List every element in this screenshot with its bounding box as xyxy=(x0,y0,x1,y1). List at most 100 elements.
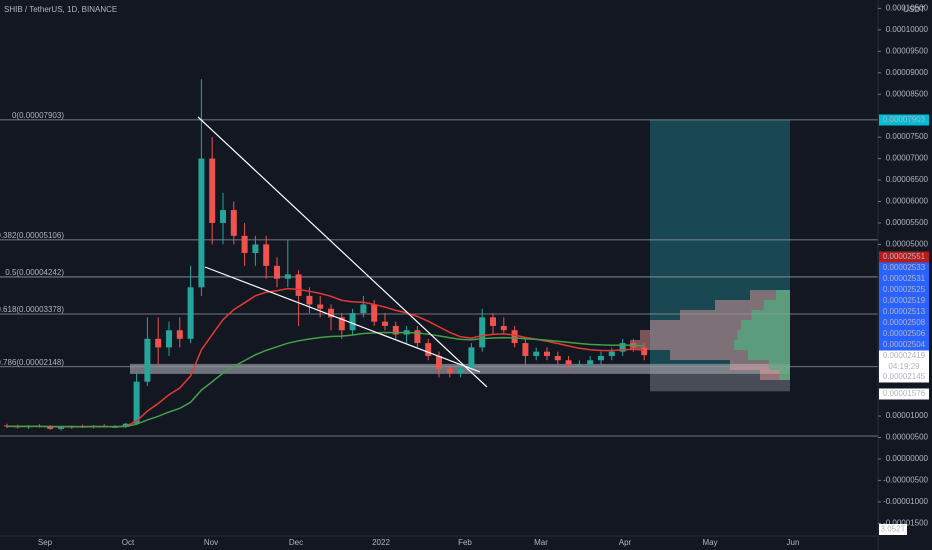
volume-profile xyxy=(650,320,790,330)
x-tick-label: Mar xyxy=(534,538,548,547)
price-tag-label: 0.00002419 xyxy=(883,351,926,360)
fib-label: 0.5(0.00004242) xyxy=(5,268,64,277)
price-tag-label: 0.00002519 xyxy=(883,296,926,305)
price-tag xyxy=(879,306,929,318)
candle-body xyxy=(144,338,151,382)
candle-body xyxy=(587,360,594,365)
candle-body xyxy=(155,338,162,348)
price-tag-label: 0.00007903 xyxy=(883,115,926,124)
price-tag-label: 0.00002531 xyxy=(883,274,926,283)
candle-body xyxy=(187,287,194,339)
candle-body xyxy=(436,355,442,369)
candle-body xyxy=(598,355,604,361)
candle-body xyxy=(576,364,583,366)
candle-body xyxy=(360,304,367,314)
trendline xyxy=(197,116,488,388)
volume-profile xyxy=(760,370,790,380)
y-tick-label: 0.00010500 xyxy=(886,4,929,13)
y-tick-label: -0.00001000 xyxy=(883,497,928,506)
volume-profile xyxy=(715,300,790,310)
candle-body xyxy=(230,210,237,236)
volume-profile xyxy=(670,350,790,360)
volume-tag-label: 3.052T xyxy=(881,525,906,534)
x-tick-label: Feb xyxy=(458,538,472,547)
x-tick-label: Sep xyxy=(38,538,53,547)
y-tick-label: 0.00006000 xyxy=(886,197,929,206)
y-tick-label: 0.00009000 xyxy=(886,68,929,77)
fib-label: 0.618(0.00003378) xyxy=(0,305,64,314)
y-tick-label: 0.00006500 xyxy=(886,175,929,184)
moving-average xyxy=(6,331,645,428)
volume-profile xyxy=(776,290,790,300)
x-tick-label: Nov xyxy=(204,538,218,547)
candle-body xyxy=(382,321,388,326)
x-tick-label: May xyxy=(702,538,717,547)
candle-body xyxy=(554,355,561,361)
price-tag xyxy=(879,114,929,126)
price-tag xyxy=(879,317,929,329)
fib-label: 0.786(0.00002148) xyxy=(0,358,64,367)
volume-tag xyxy=(879,524,907,535)
candle-body xyxy=(457,368,464,374)
volume-profile xyxy=(680,310,790,320)
candle-body xyxy=(371,304,378,322)
candle-body xyxy=(317,304,324,309)
candle-body xyxy=(544,351,550,356)
currency: USDT xyxy=(903,5,925,14)
y-tick-label: 0.00000000 xyxy=(886,454,929,463)
y-tick-label: 0.00005000 xyxy=(886,240,929,249)
candle-body xyxy=(446,368,453,374)
candle-body xyxy=(166,330,172,348)
x-tick-label: Apr xyxy=(619,538,632,547)
plot-area xyxy=(0,79,878,431)
price-tag xyxy=(879,284,929,296)
candle-body xyxy=(619,343,626,352)
countdown-tag xyxy=(879,361,929,373)
fib-label: 0(0.00007903) xyxy=(12,111,64,120)
candle-body xyxy=(176,330,183,339)
candle-body xyxy=(58,427,64,429)
price-tag-label: 0.00001576 xyxy=(883,389,926,398)
candle-body xyxy=(122,423,129,427)
candle-body xyxy=(533,351,540,356)
price-tag xyxy=(879,295,929,307)
candle-body xyxy=(414,330,421,344)
volume-profile xyxy=(640,330,790,340)
y-tick-label: 0.00009500 xyxy=(886,46,929,55)
candle-body xyxy=(392,325,399,335)
y-tick-label: 0.00008500 xyxy=(886,89,929,98)
y-tick-label: 0.00007000 xyxy=(886,154,929,163)
trendline xyxy=(204,266,481,373)
y-tick-label: -0.00000500 xyxy=(883,476,928,485)
y-tick-label: 0.00000500 xyxy=(886,433,929,442)
volume-profile xyxy=(763,300,790,310)
candle-body xyxy=(349,313,356,331)
volume-profile xyxy=(737,330,790,340)
candle-body xyxy=(198,158,205,288)
y-tick-label: 0.00005500 xyxy=(886,218,929,227)
candle-body xyxy=(252,244,259,253)
volume-profile xyxy=(630,340,790,350)
candle-body xyxy=(641,347,648,356)
volume-profile xyxy=(741,320,790,330)
price-tag-label: 0.00002504 xyxy=(883,340,926,349)
candle-body xyxy=(209,158,216,223)
candle-body xyxy=(133,381,140,424)
candle-body xyxy=(306,295,313,305)
x-tick-label: Oct xyxy=(122,538,135,547)
y-tick-label: 0.00007500 xyxy=(886,132,929,141)
candle-body xyxy=(500,325,507,331)
volume-profile xyxy=(748,350,790,360)
x-tick-label: Jun xyxy=(787,538,800,547)
candle-body xyxy=(284,274,291,279)
price-tag xyxy=(879,388,929,400)
volume-profile xyxy=(730,360,790,370)
volume-profile xyxy=(750,290,790,300)
symbol-title: SHIB / TetherUS, 1D, BINANCE xyxy=(4,5,117,14)
price-tag xyxy=(879,350,929,362)
volume-profile xyxy=(734,340,790,350)
candle-body xyxy=(468,347,475,369)
candle-body xyxy=(241,235,248,253)
price-tag xyxy=(879,328,929,340)
